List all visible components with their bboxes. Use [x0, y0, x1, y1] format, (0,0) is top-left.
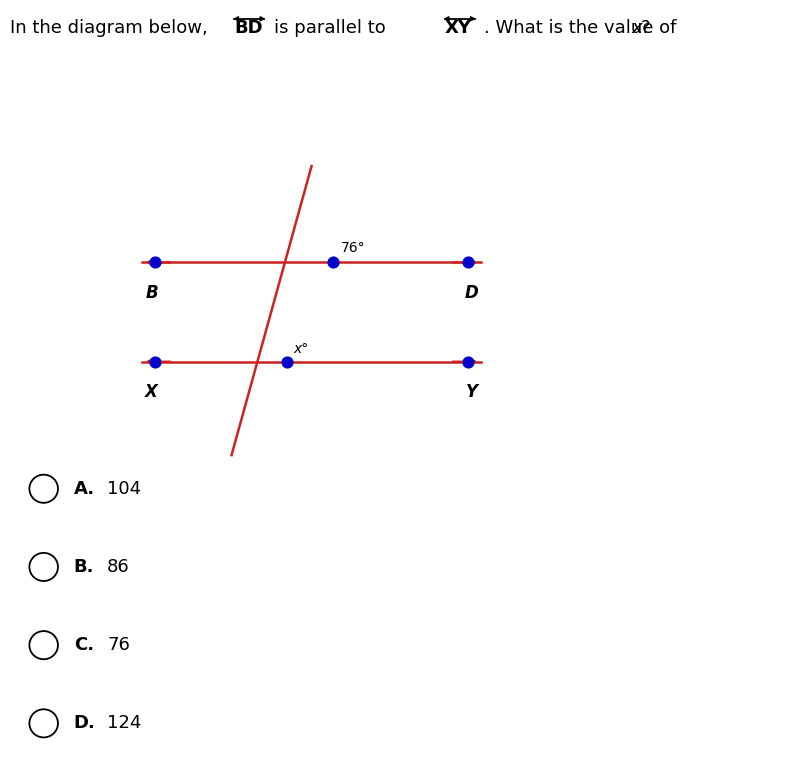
Text: Y: Y — [465, 383, 477, 401]
Text: C.: C. — [74, 636, 94, 655]
Text: D: D — [464, 284, 479, 302]
Text: B.: B. — [74, 558, 94, 576]
Text: 86: 86 — [107, 558, 130, 576]
Text: is parallel to: is parallel to — [274, 19, 386, 38]
Text: ?: ? — [641, 19, 650, 38]
Text: x°: x° — [293, 342, 308, 356]
Text: 124: 124 — [107, 714, 141, 733]
Point — [462, 256, 475, 269]
Point — [462, 356, 475, 368]
Text: 76°: 76° — [341, 241, 365, 255]
Point — [326, 256, 339, 269]
Text: In the diagram below,: In the diagram below, — [10, 19, 208, 38]
Text: 76: 76 — [107, 636, 130, 655]
Text: D.: D. — [74, 714, 96, 733]
Text: 104: 104 — [107, 479, 141, 498]
Point — [148, 256, 161, 269]
Text: B: B — [145, 284, 158, 302]
Text: . What is the value of: . What is the value of — [484, 19, 676, 38]
Text: X: X — [145, 383, 158, 401]
Point — [280, 356, 293, 368]
Point — [148, 356, 161, 368]
Text: x: x — [631, 19, 642, 38]
Text: XY: XY — [445, 19, 472, 38]
Text: A.: A. — [74, 479, 95, 498]
Text: BD: BD — [234, 19, 263, 38]
